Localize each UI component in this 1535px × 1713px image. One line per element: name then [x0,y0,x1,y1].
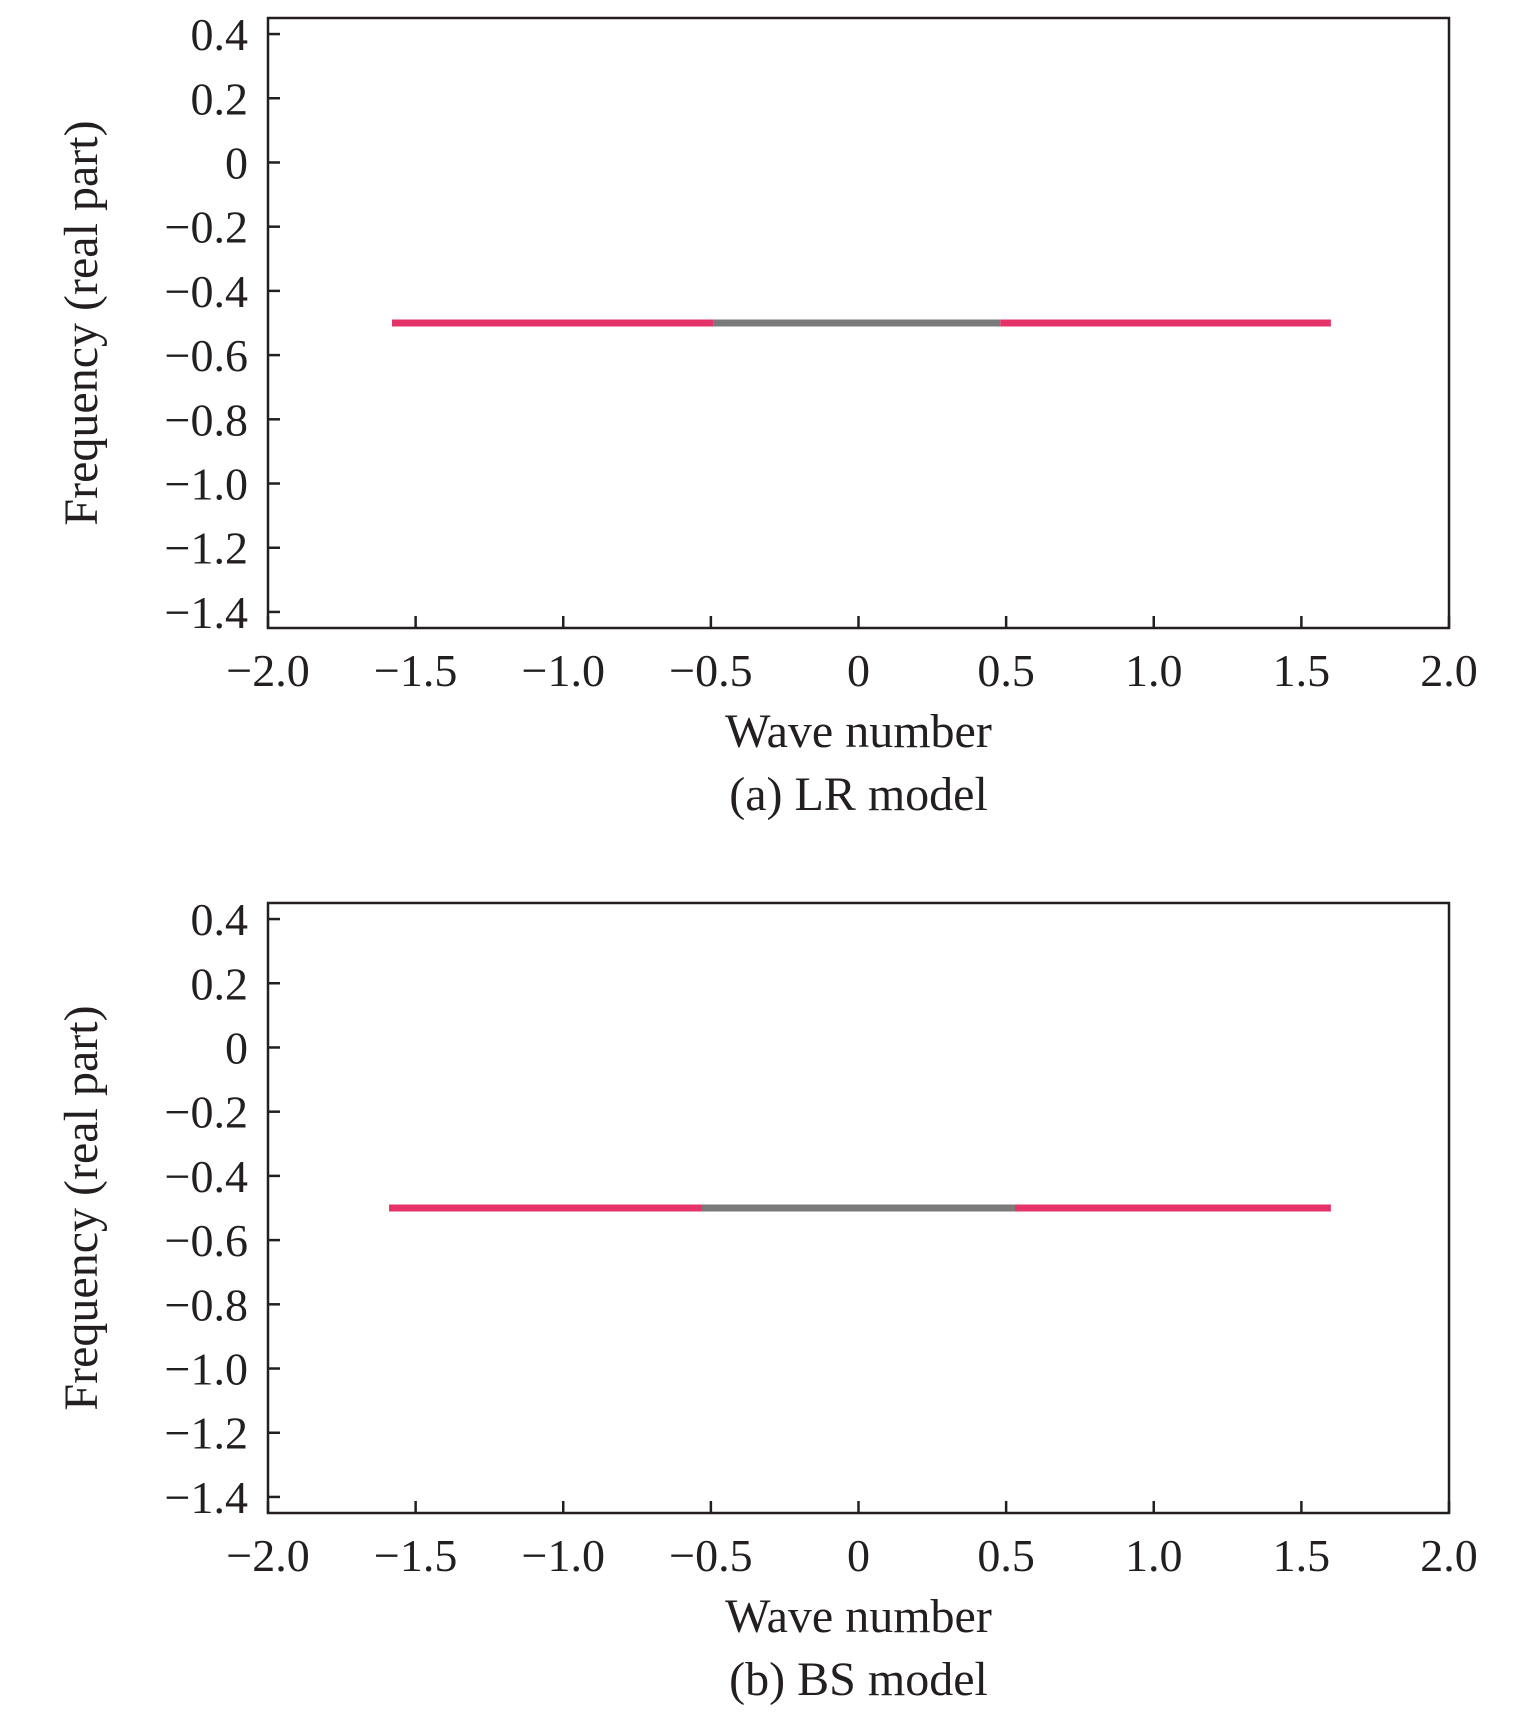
y-tick-label: −0.4 [165,266,248,317]
x-tick-label: −1.0 [522,1530,605,1581]
panel-caption: (b) BS model [729,1653,988,1706]
x-tick-label: 2.0 [1420,1530,1478,1581]
y-tick-label: −1.4 [165,1472,248,1523]
x-tick-label: 0.5 [977,1530,1035,1581]
x-tick-label: −1.5 [374,1530,457,1581]
y-axis-label: Frequency (real part) [55,120,108,525]
y-tick-label: −1.0 [165,459,248,510]
x-tick-label: −1.5 [374,645,457,696]
x-tick-label: −2.0 [226,1530,309,1581]
x-tick-label: −0.5 [669,645,752,696]
y-tick-label: −1.2 [165,1408,248,1459]
x-tick-label: −2.0 [226,645,309,696]
x-tick-label: 1.0 [1125,645,1183,696]
x-tick-label: 1.5 [1273,1530,1331,1581]
panel-lr-model: −2.0 −1.5 −1.0 −0.5 0 0.5 1.0 1.5 2.0 0.4 0.2 0 −0.2… [55,9,1478,821]
x-tick-label: 0 [847,1530,870,1581]
panel-bs-model: −2.0 −1.5 −1.0 −0.5 0 0.5 1.0 1.5 2.0 0.4 0.2 0 −0.2… [55,894,1478,1706]
y-tick-label: −1.2 [165,523,248,574]
y-tick-label: −1.4 [165,587,248,638]
panel-caption: (a) LR model [729,768,988,821]
y-tick-label: −0.2 [165,1087,248,1138]
y-tick-label: 0.4 [191,9,249,60]
y-tick-label: −0.4 [165,1151,248,1202]
y-tick-label: −0.6 [165,330,248,381]
y-tick-label: −0.2 [165,202,248,253]
y-tick-label: 0.2 [191,73,249,124]
y-tick-label: −1.0 [165,1344,248,1395]
y-tick-label: −0.8 [165,394,248,445]
y-tick-label: −0.6 [165,1215,248,1266]
x-tick-label: 1.5 [1273,645,1331,696]
x-tick-label: 1.0 [1125,1530,1183,1581]
y-axis-label: Frequency (real part) [55,1005,108,1410]
y-tick-label: 0.2 [191,958,249,1009]
x-tick-label: 0.5 [977,645,1035,696]
x-axis-label: Wave number [725,705,992,758]
x-tick-label: −1.0 [522,645,605,696]
y-tick-label: 0 [225,137,248,188]
x-tick-label: 2.0 [1420,645,1478,696]
y-tick-label: −0.8 [165,1279,248,1330]
x-axis-label: Wave number [725,1590,992,1643]
x-tick-label: 0 [847,645,870,696]
y-tick-label: 0 [225,1022,248,1073]
y-tick-label: 0.4 [191,894,249,945]
x-tick-label: −0.5 [669,1530,752,1581]
